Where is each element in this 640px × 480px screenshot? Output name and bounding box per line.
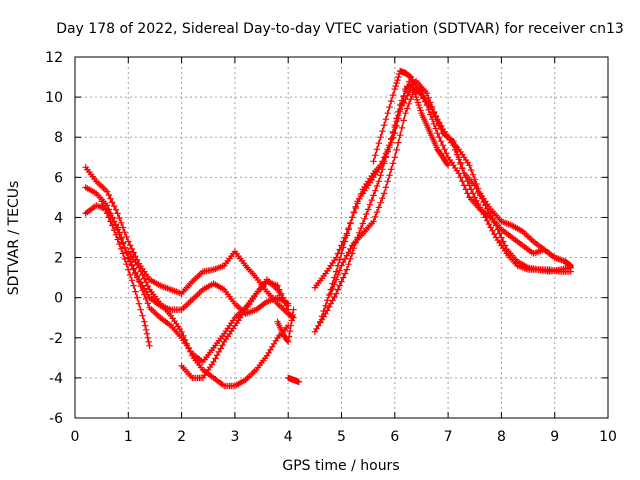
series-s1 [82,164,297,321]
x-axis-label: GPS time / hours [282,458,399,474]
plus-markers [82,164,297,321]
chart-title: Day 178 of 2022, Sidereal Day-to-day VTE… [56,21,624,37]
y-tick-label: -4 [49,371,63,387]
data-series [82,67,574,390]
x-tick-label: 0 [71,429,80,445]
x-tick-label: 2 [177,429,186,445]
y-tick-label: -2 [49,331,63,347]
x-tick-label: 6 [390,429,399,445]
plot-frame [74,56,609,419]
y-tick-label: 10 [45,90,63,106]
series-s11 [317,77,574,325]
x-tick-label: 8 [497,429,506,445]
x-tick-label: 5 [337,429,346,445]
series-s13 [370,67,452,169]
series-s6 [178,276,292,382]
y-tick-label: 6 [54,170,63,186]
x-tick-label: 3 [230,429,239,445]
plus-markers [285,374,303,386]
y-tick-label: 0 [54,291,63,307]
y-tick-label: 2 [54,251,63,267]
plus-markers [178,276,292,382]
series-line [314,76,571,289]
x-tick-label: 7 [444,429,453,445]
series-line [85,166,294,319]
series-s12 [327,81,574,297]
y-tick-label: 8 [54,130,63,146]
series-s5 [98,198,153,349]
x-tick-label: 4 [284,429,293,445]
y-tick-label: 12 [45,50,63,66]
y-axis-label: SDTVAR / TECUs [6,181,22,296]
series-s4 [125,248,292,390]
plus-markers [125,248,292,390]
plus-markers [370,67,452,169]
series-s8 [285,374,303,386]
plus-markers [98,198,153,349]
x-tick-label: 9 [550,429,559,445]
x-tick-label: 1 [124,429,133,445]
series-s7 [274,306,297,345]
series-line [85,204,289,363]
y-tick-label: 4 [54,210,63,226]
x-tick-label: 10 [599,429,617,445]
plus-markers [274,306,297,345]
grid [75,57,608,418]
y-tick-label: -6 [49,411,63,427]
